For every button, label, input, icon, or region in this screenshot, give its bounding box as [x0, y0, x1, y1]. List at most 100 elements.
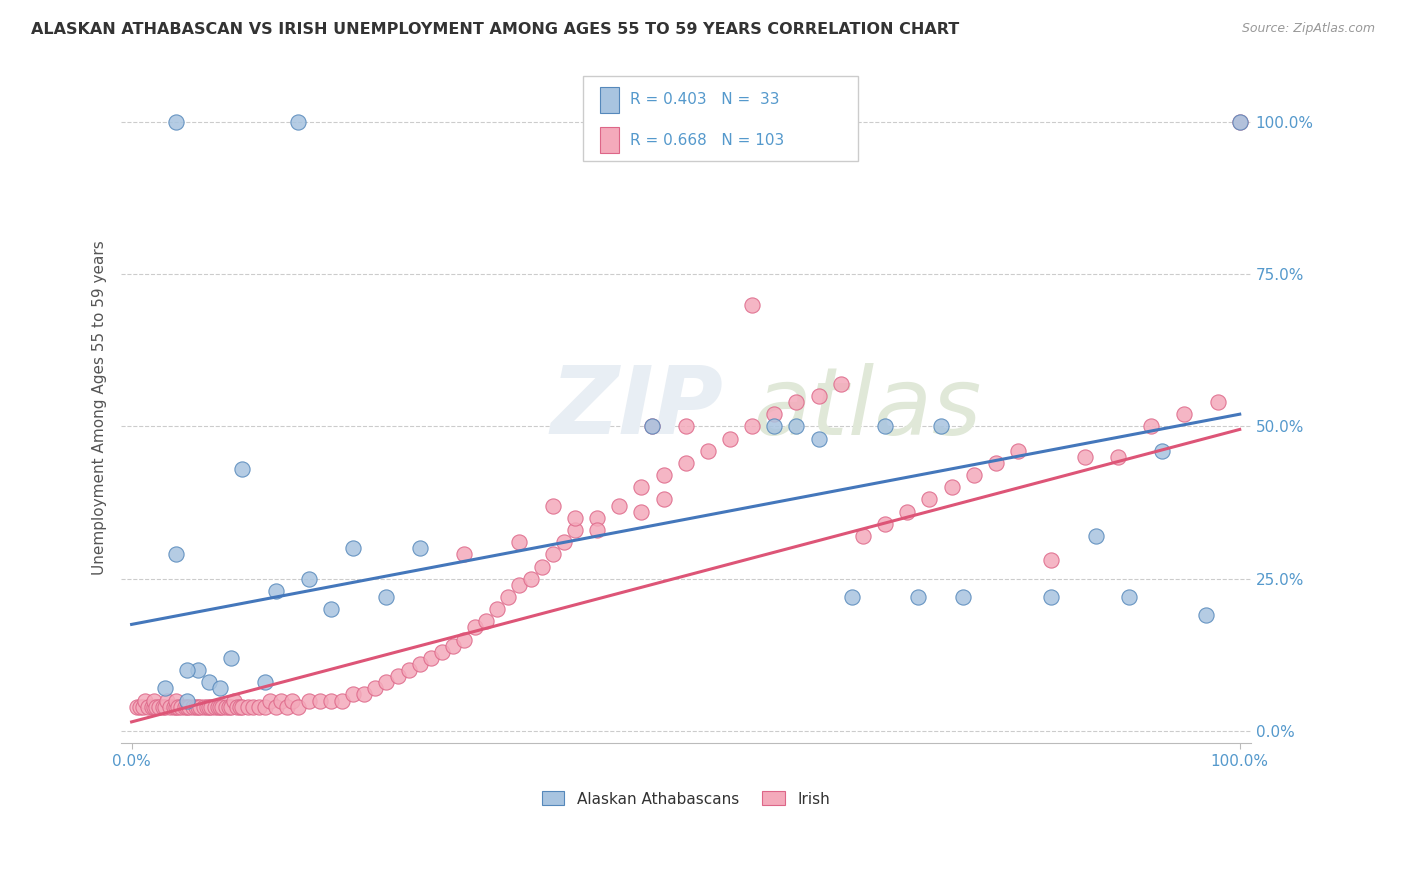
- Point: [181, 699, 204, 714]
- Text: ZIP: ZIP: [550, 362, 723, 454]
- Point: [875, 516, 897, 531]
- Text: R = 0.668   N = 103: R = 0.668 N = 103: [630, 133, 785, 147]
- Point: [270, 693, 292, 707]
- Point: [231, 699, 253, 714]
- Point: [176, 699, 198, 714]
- Point: [541, 547, 564, 561]
- Point: [696, 443, 718, 458]
- Point: [652, 492, 675, 507]
- Point: [641, 419, 664, 434]
- Point: [179, 699, 201, 714]
- Point: [330, 693, 353, 707]
- Point: [763, 407, 786, 421]
- Point: [153, 681, 176, 696]
- Point: [364, 681, 387, 696]
- Point: [1229, 114, 1251, 128]
- Point: [984, 456, 1007, 470]
- Point: [145, 699, 167, 714]
- Point: [222, 693, 245, 707]
- Point: [398, 663, 420, 677]
- Point: [287, 114, 309, 128]
- Point: [153, 699, 176, 714]
- Point: [1140, 419, 1163, 434]
- Point: [259, 693, 281, 707]
- Point: [453, 547, 475, 561]
- Point: [165, 114, 187, 128]
- Point: [430, 645, 453, 659]
- Point: [281, 693, 304, 707]
- Point: [586, 523, 609, 537]
- Point: [486, 602, 509, 616]
- Point: [409, 657, 432, 671]
- Point: [929, 419, 952, 434]
- Point: [718, 432, 741, 446]
- Point: [963, 468, 986, 483]
- Point: [142, 693, 165, 707]
- Point: [419, 651, 441, 665]
- Y-axis label: Unemployment Among Ages 55 to 59 years: Unemployment Among Ages 55 to 59 years: [93, 241, 107, 575]
- Point: [148, 699, 170, 714]
- Point: [841, 590, 863, 604]
- Point: [209, 699, 232, 714]
- Point: [875, 419, 897, 434]
- Point: [741, 297, 763, 311]
- Point: [409, 541, 432, 556]
- Point: [319, 693, 342, 707]
- Point: [231, 462, 253, 476]
- Point: [209, 681, 232, 696]
- Point: [165, 693, 187, 707]
- Point: [187, 663, 209, 677]
- Point: [129, 699, 152, 714]
- Point: [675, 456, 697, 470]
- Point: [1206, 395, 1229, 409]
- Point: [342, 541, 364, 556]
- Point: [156, 693, 179, 707]
- Point: [453, 632, 475, 647]
- Point: [630, 480, 652, 494]
- Point: [170, 699, 193, 714]
- Point: [298, 693, 321, 707]
- Point: [176, 693, 198, 707]
- Point: [830, 376, 852, 391]
- Point: [225, 699, 247, 714]
- Point: [652, 468, 675, 483]
- Point: [264, 583, 287, 598]
- Point: [184, 699, 207, 714]
- Point: [247, 699, 270, 714]
- Point: [807, 389, 830, 403]
- Point: [188, 699, 211, 714]
- Point: [564, 523, 586, 537]
- Point: [641, 419, 664, 434]
- Point: [530, 559, 553, 574]
- Point: [1073, 450, 1095, 464]
- Point: [586, 510, 609, 524]
- Point: [134, 693, 156, 707]
- Point: [200, 699, 222, 714]
- Point: [508, 535, 530, 549]
- Point: [1118, 590, 1140, 604]
- Point: [215, 699, 238, 714]
- Legend: Alaskan Athabascans, Irish: Alaskan Athabascans, Irish: [536, 785, 837, 813]
- Point: [207, 699, 229, 714]
- Point: [211, 699, 233, 714]
- Point: [852, 529, 875, 543]
- Point: [264, 699, 287, 714]
- Point: [441, 639, 464, 653]
- Point: [298, 572, 321, 586]
- Text: Source: ZipAtlas.com: Source: ZipAtlas.com: [1241, 22, 1375, 36]
- Point: [763, 419, 786, 434]
- Point: [541, 499, 564, 513]
- Point: [952, 590, 974, 604]
- Point: [236, 699, 259, 714]
- Point: [1084, 529, 1107, 543]
- Point: [187, 699, 209, 714]
- Point: [152, 699, 174, 714]
- Point: [159, 699, 181, 714]
- Point: [342, 688, 364, 702]
- Point: [193, 699, 215, 714]
- Point: [142, 699, 165, 714]
- Point: [287, 699, 309, 714]
- Point: [785, 419, 807, 434]
- Point: [353, 688, 375, 702]
- Point: [1195, 608, 1218, 623]
